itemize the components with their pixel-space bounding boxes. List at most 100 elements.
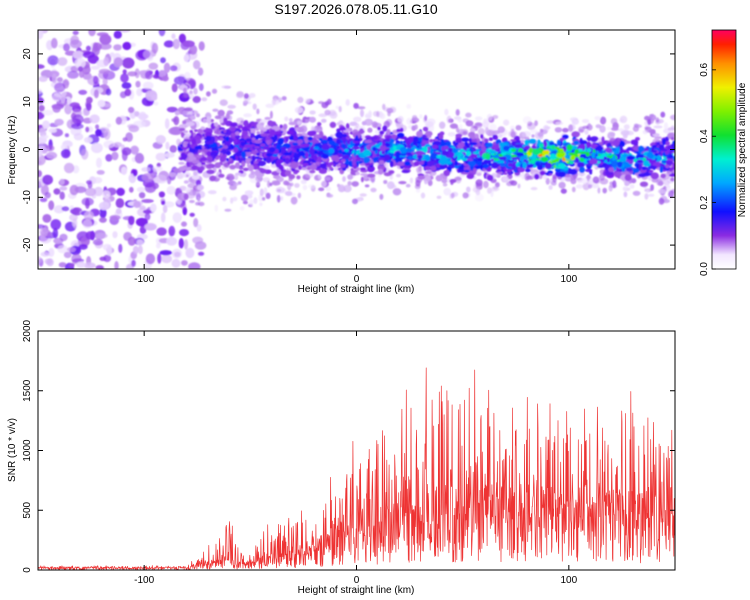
spectrogram-cell [341,167,347,171]
spectrogram-cell [243,167,249,172]
spectrogram-cell [309,170,316,174]
spectrogram-cell [265,156,272,164]
spectrogram-cell [242,200,248,205]
spectrogram-cell [277,138,284,145]
spectrogram-cell [264,116,271,120]
spectrogram-cell [622,186,628,190]
spectrogram-cell [396,121,404,130]
spectrogram-cell [441,150,449,156]
spectrogram-cell [38,148,43,158]
spectrogram-cell [539,170,546,176]
spectrogram-cell [173,76,187,85]
spectrogram-cell [499,162,505,167]
spectrogram-cell [376,110,380,118]
spectrogram-cell [189,212,195,217]
spectrogram-cell [302,162,309,167]
spectrogram-cell [515,125,522,131]
spectrogram-cell [463,145,468,151]
spectrogram-cell [576,161,585,168]
spectrogram-cell [380,113,386,120]
spectrogram-cell [97,99,106,108]
spectrogram-cell [359,167,367,171]
spectrogram-cell [419,114,423,119]
spectrogram-cell [643,160,651,167]
spectrogram-cell [254,156,260,159]
spectrogram-cell [109,52,115,58]
colorbar-tick-label: 0.0 [699,262,710,276]
spectrogram-cell [658,197,665,205]
spectrogram-cell [313,134,321,139]
spectrogram-cell [556,152,565,158]
spectrogram-cell [135,80,141,88]
spectrogram-cell [259,119,268,124]
spectrogram-cell [467,160,477,167]
spectrogram-cell [286,130,294,135]
spectrogram-cell [522,116,532,124]
spectrogram-cell [265,103,275,109]
spectrogram-cell [102,190,111,199]
spectrogram-cell [644,172,651,177]
spectrogram-cell [155,135,166,144]
spectrogram-cell [474,122,483,127]
spectrogram-cell [580,140,588,145]
spectrogram-cell [51,73,57,84]
spectrogram-cell [250,132,255,139]
spectrogram-cell [238,166,244,170]
spectrogram-cell [69,205,75,210]
spectrogram-cell [454,176,462,181]
spectrogram-cell [601,136,605,144]
spectrogram-cell [412,118,420,122]
spectrogram-cell [206,140,214,145]
spectrogram-cell [239,206,245,211]
spectrogram-cell [141,199,154,203]
spectrogram-cell [142,81,154,90]
spectrogram-cell [93,186,104,197]
spectrogram-cell [339,163,346,168]
spectrogram-cell [458,169,465,173]
spectrogram-cell [219,156,226,163]
spectrogram-cell [417,175,426,180]
spectrogram-cell [372,146,377,152]
spectrogram-cell [225,112,230,120]
spectrogram-cell [218,173,225,178]
spectrogram-cell [482,164,489,169]
spectrogram-cell [212,108,219,112]
spectrogram-cell [508,172,512,176]
spectrogram-cell [431,144,439,149]
spectrogram-cell [164,118,170,130]
spectrogram-cell [60,94,66,104]
spectrogram-cell [187,111,195,115]
spectrogram-cell [113,44,122,51]
spectrogram-cell [196,184,204,191]
spectrogram-cell [335,105,340,109]
spectrogram-cell [120,73,129,83]
spectrogram-cell [183,54,190,62]
spectrogram-cell [476,160,482,166]
spectrogram-cell [329,121,337,128]
spectrogram-cell [508,180,515,184]
spectrogram-cell [338,105,342,113]
spectrogram-cell [202,118,207,123]
y-tick-label: 20 [22,48,33,60]
spectrogram-cell [670,125,675,131]
spectrogram-cell [240,120,244,127]
spectrogram-cell [517,167,525,173]
spectrogram-cell [443,169,451,177]
spectrogram-cell [158,30,166,37]
spectrogram-cell [639,181,649,187]
spectrogram-cell [629,184,635,189]
spectrogram-cell [103,197,111,206]
spectrogram-cell [307,136,313,141]
spectrogram-cell [222,196,227,202]
spectrogram-cell [482,168,486,171]
spectrogram-cell [390,184,397,189]
spectrogram-cell [430,152,439,160]
spectrogram-cell [153,101,159,106]
spectrogram-cell [60,144,68,151]
spectrogram-cell [355,171,360,176]
spectrogram-cell [211,88,218,94]
spectrogram-cell [139,205,146,210]
spectrogram-cell [511,148,517,152]
spectrogram-cell [624,174,632,181]
spectrogram-cell [70,35,80,46]
